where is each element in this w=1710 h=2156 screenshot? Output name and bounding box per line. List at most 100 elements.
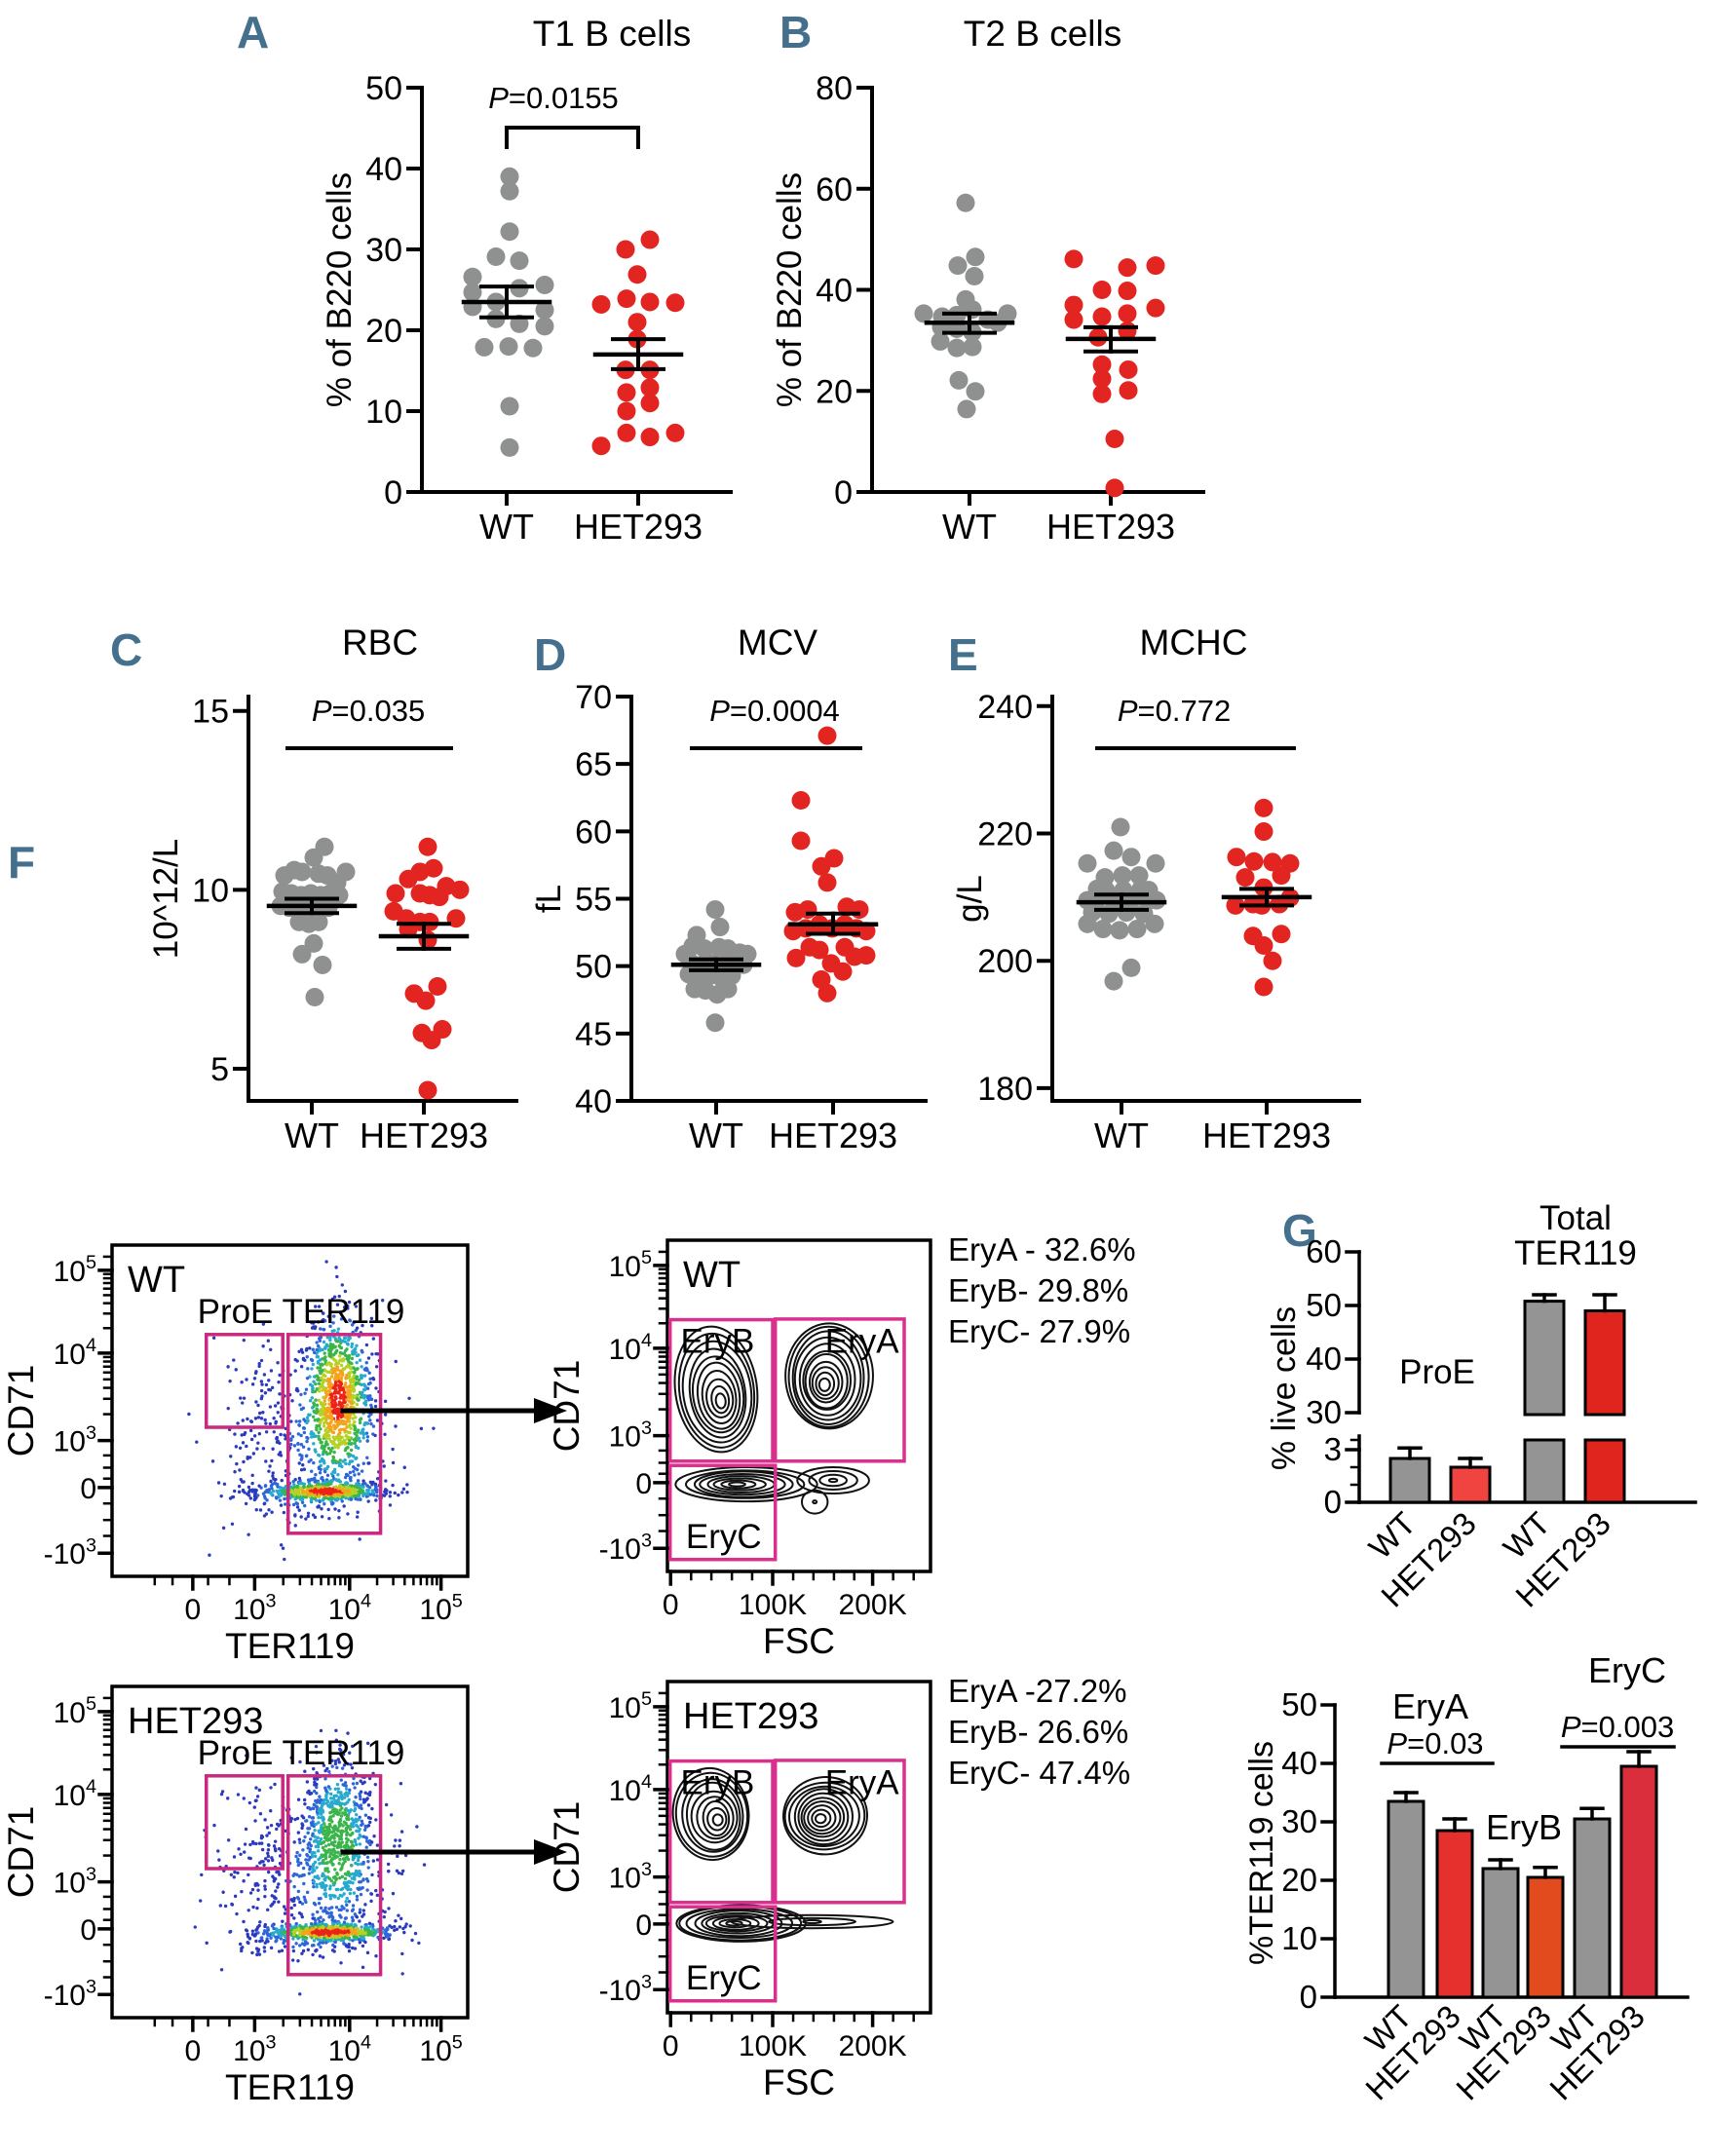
svg-text:HET293: HET293: [683, 1696, 818, 1737]
svg-text:104: 104: [54, 1335, 96, 1371]
svg-text:EryB- 29.8%: EryB- 29.8%: [948, 1272, 1128, 1308]
svg-text:HET293: HET293: [1202, 1116, 1331, 1155]
bar-erya-eryb-eryc: %TER119 cells 0 10 20 30 40 50 WT HET293 WT HET293…: [1237, 1637, 1710, 2156]
svg-text:FSC: FSC: [763, 2062, 835, 2098]
svg-text:ProE TER119: ProE TER119: [198, 1734, 405, 1772]
panel-letter-g: G: [1282, 1205, 1318, 1256]
svg-text:MCHC: MCHC: [1140, 623, 1248, 662]
scatter-rbc: RBC P=0.035 5 10 15 10^12/L WT HET293: [146, 614, 604, 1203]
svg-text:104: 104: [609, 1330, 652, 1366]
svg-text:30: 30: [365, 232, 402, 269]
svg-text:EryA: EryA: [825, 1322, 900, 1360]
svg-text:% of B220 cells: % of B220 cells: [771, 172, 809, 407]
svg-text:200K: 200K: [839, 2030, 907, 2062]
svg-text:5: 5: [210, 1051, 229, 1088]
svg-text:40: 40: [575, 1083, 612, 1120]
panel-letter-a: A: [237, 7, 271, 57]
svg-text:0: 0: [635, 1468, 652, 1500]
svg-text:20: 20: [365, 313, 402, 350]
svg-text:50: 50: [1281, 1686, 1317, 1722]
svg-text:0: 0: [384, 474, 402, 511]
svg-text:80: 80: [816, 70, 853, 107]
svg-text:FSC: FSC: [763, 1621, 835, 1656]
flow-density-wt: ProE TER119 WT 105 104 103 0 -103 CD71 0 103 104 10…: [0, 1164, 624, 1666]
svg-text:TER119: TER119: [225, 1626, 355, 1661]
svg-text:EryC- 47.4%: EryC- 47.4%: [948, 1755, 1130, 1791]
svg-text:104: 104: [609, 1771, 652, 1807]
svg-text:%TER119 cells: %TER119 cells: [1243, 1741, 1280, 1965]
svg-text:WT: WT: [479, 507, 534, 547]
svg-text:WT: WT: [285, 1116, 339, 1155]
svg-text:40: 40: [365, 151, 402, 188]
scatter-mcv: MCV P=0.0004 40 45 50 55 60 65 70 fL WT HET293: [529, 614, 987, 1203]
svg-text:HET293: HET293: [360, 1116, 488, 1155]
svg-text:CD71: CD71: [547, 1360, 587, 1453]
scatter-t2-b-cells: T2 B cells 0 20 40 60 80 % of B220 cells WT HET2…: [770, 5, 1228, 594]
svg-text:Total: Total: [1539, 1199, 1612, 1237]
svg-text:200K: 200K: [839, 1589, 907, 1621]
svg-text:CD71: CD71: [1, 1365, 41, 1457]
svg-text:60: 60: [575, 813, 612, 851]
svg-text:10: 10: [1281, 1920, 1317, 1956]
svg-text:0: 0: [663, 1589, 679, 1621]
svg-text:% of B220 cells: % of B220 cells: [321, 172, 359, 407]
svg-text:P=0.03: P=0.03: [1387, 1726, 1483, 1760]
svg-text:220: 220: [977, 816, 1033, 853]
svg-text:EryC- 27.9%: EryC- 27.9%: [948, 1313, 1130, 1349]
svg-text:10: 10: [192, 872, 229, 909]
svg-text:105: 105: [419, 1590, 462, 1626]
svg-text:50: 50: [365, 70, 402, 107]
svg-text:RBC: RBC: [342, 623, 418, 662]
scatter-t1-b-cells: T1 B cells P=0.0155 0 10 20 30 40 50 % of B220 c…: [320, 5, 778, 594]
svg-text:HET293: HET293: [1358, 1998, 1467, 2107]
svg-text:180: 180: [977, 1071, 1033, 1108]
svg-text:15: 15: [192, 694, 229, 731]
svg-text:0: 0: [185, 2035, 202, 2067]
svg-text:103: 103: [233, 2031, 276, 2067]
svg-text:P=0.772: P=0.772: [1118, 694, 1231, 728]
svg-text:105: 105: [609, 1688, 652, 1724]
svg-text:EryB- 26.6%: EryB- 26.6%: [948, 1714, 1128, 1750]
svg-text:0: 0: [834, 474, 853, 511]
panel-letter-b: B: [779, 7, 814, 57]
svg-text:104: 104: [328, 2031, 371, 2067]
flow-density-het293: ProE TER119 HET293 105 104 103 0 -103 CD71 0 103 1…: [0, 1606, 624, 2107]
svg-text:20: 20: [816, 373, 853, 410]
svg-text:P=0.035: P=0.035: [312, 694, 425, 728]
svg-text:40: 40: [1281, 1745, 1317, 1781]
svg-text:0: 0: [80, 1473, 96, 1505]
svg-text:-103: -103: [599, 1531, 652, 1567]
svg-text:WT: WT: [128, 1260, 185, 1301]
svg-text:200: 200: [977, 943, 1033, 980]
svg-text:HET293: HET293: [574, 507, 703, 547]
svg-text:CD71: CD71: [547, 1801, 587, 1894]
svg-text:HET293: HET293: [769, 1116, 897, 1155]
svg-text:-103: -103: [44, 1535, 96, 1571]
svg-text:T2 B cells: T2 B cells: [964, 14, 1121, 54]
svg-text:EryA - 32.6%: EryA - 32.6%: [948, 1231, 1136, 1267]
svg-text:104: 104: [54, 1776, 96, 1812]
svg-text:103: 103: [54, 1422, 96, 1458]
flow-contour-wt: EryB EryA EryC WT 105 104 103 0 -103 CD71 0 100K 200…: [546, 1159, 1228, 1661]
svg-text:103: 103: [609, 1859, 652, 1895]
svg-text:100K: 100K: [739, 1589, 807, 1621]
svg-text:60: 60: [1306, 1233, 1342, 1269]
svg-text:EryB: EryB: [1486, 1807, 1562, 1847]
svg-text:105: 105: [54, 1252, 96, 1288]
svg-text:3: 3: [1324, 1431, 1342, 1467]
svg-text:103: 103: [233, 1590, 276, 1626]
svg-text:TER119: TER119: [225, 2067, 355, 2102]
panel-letter-f: F: [8, 837, 37, 888]
svg-text:50: 50: [1306, 1287, 1342, 1323]
svg-text:0: 0: [80, 1914, 96, 1947]
svg-text:MCV: MCV: [738, 623, 818, 662]
svg-text:WT: WT: [942, 507, 997, 547]
svg-text:P=0.0004: P=0.0004: [709, 694, 840, 728]
svg-text:fL: fL: [530, 885, 568, 913]
svg-text:-103: -103: [599, 1972, 652, 2008]
svg-text:P=0.003: P=0.003: [1561, 1710, 1674, 1744]
svg-text:T1 B cells: T1 B cells: [533, 14, 691, 54]
svg-text:WT: WT: [1094, 1116, 1149, 1155]
svg-text:40: 40: [816, 273, 853, 310]
